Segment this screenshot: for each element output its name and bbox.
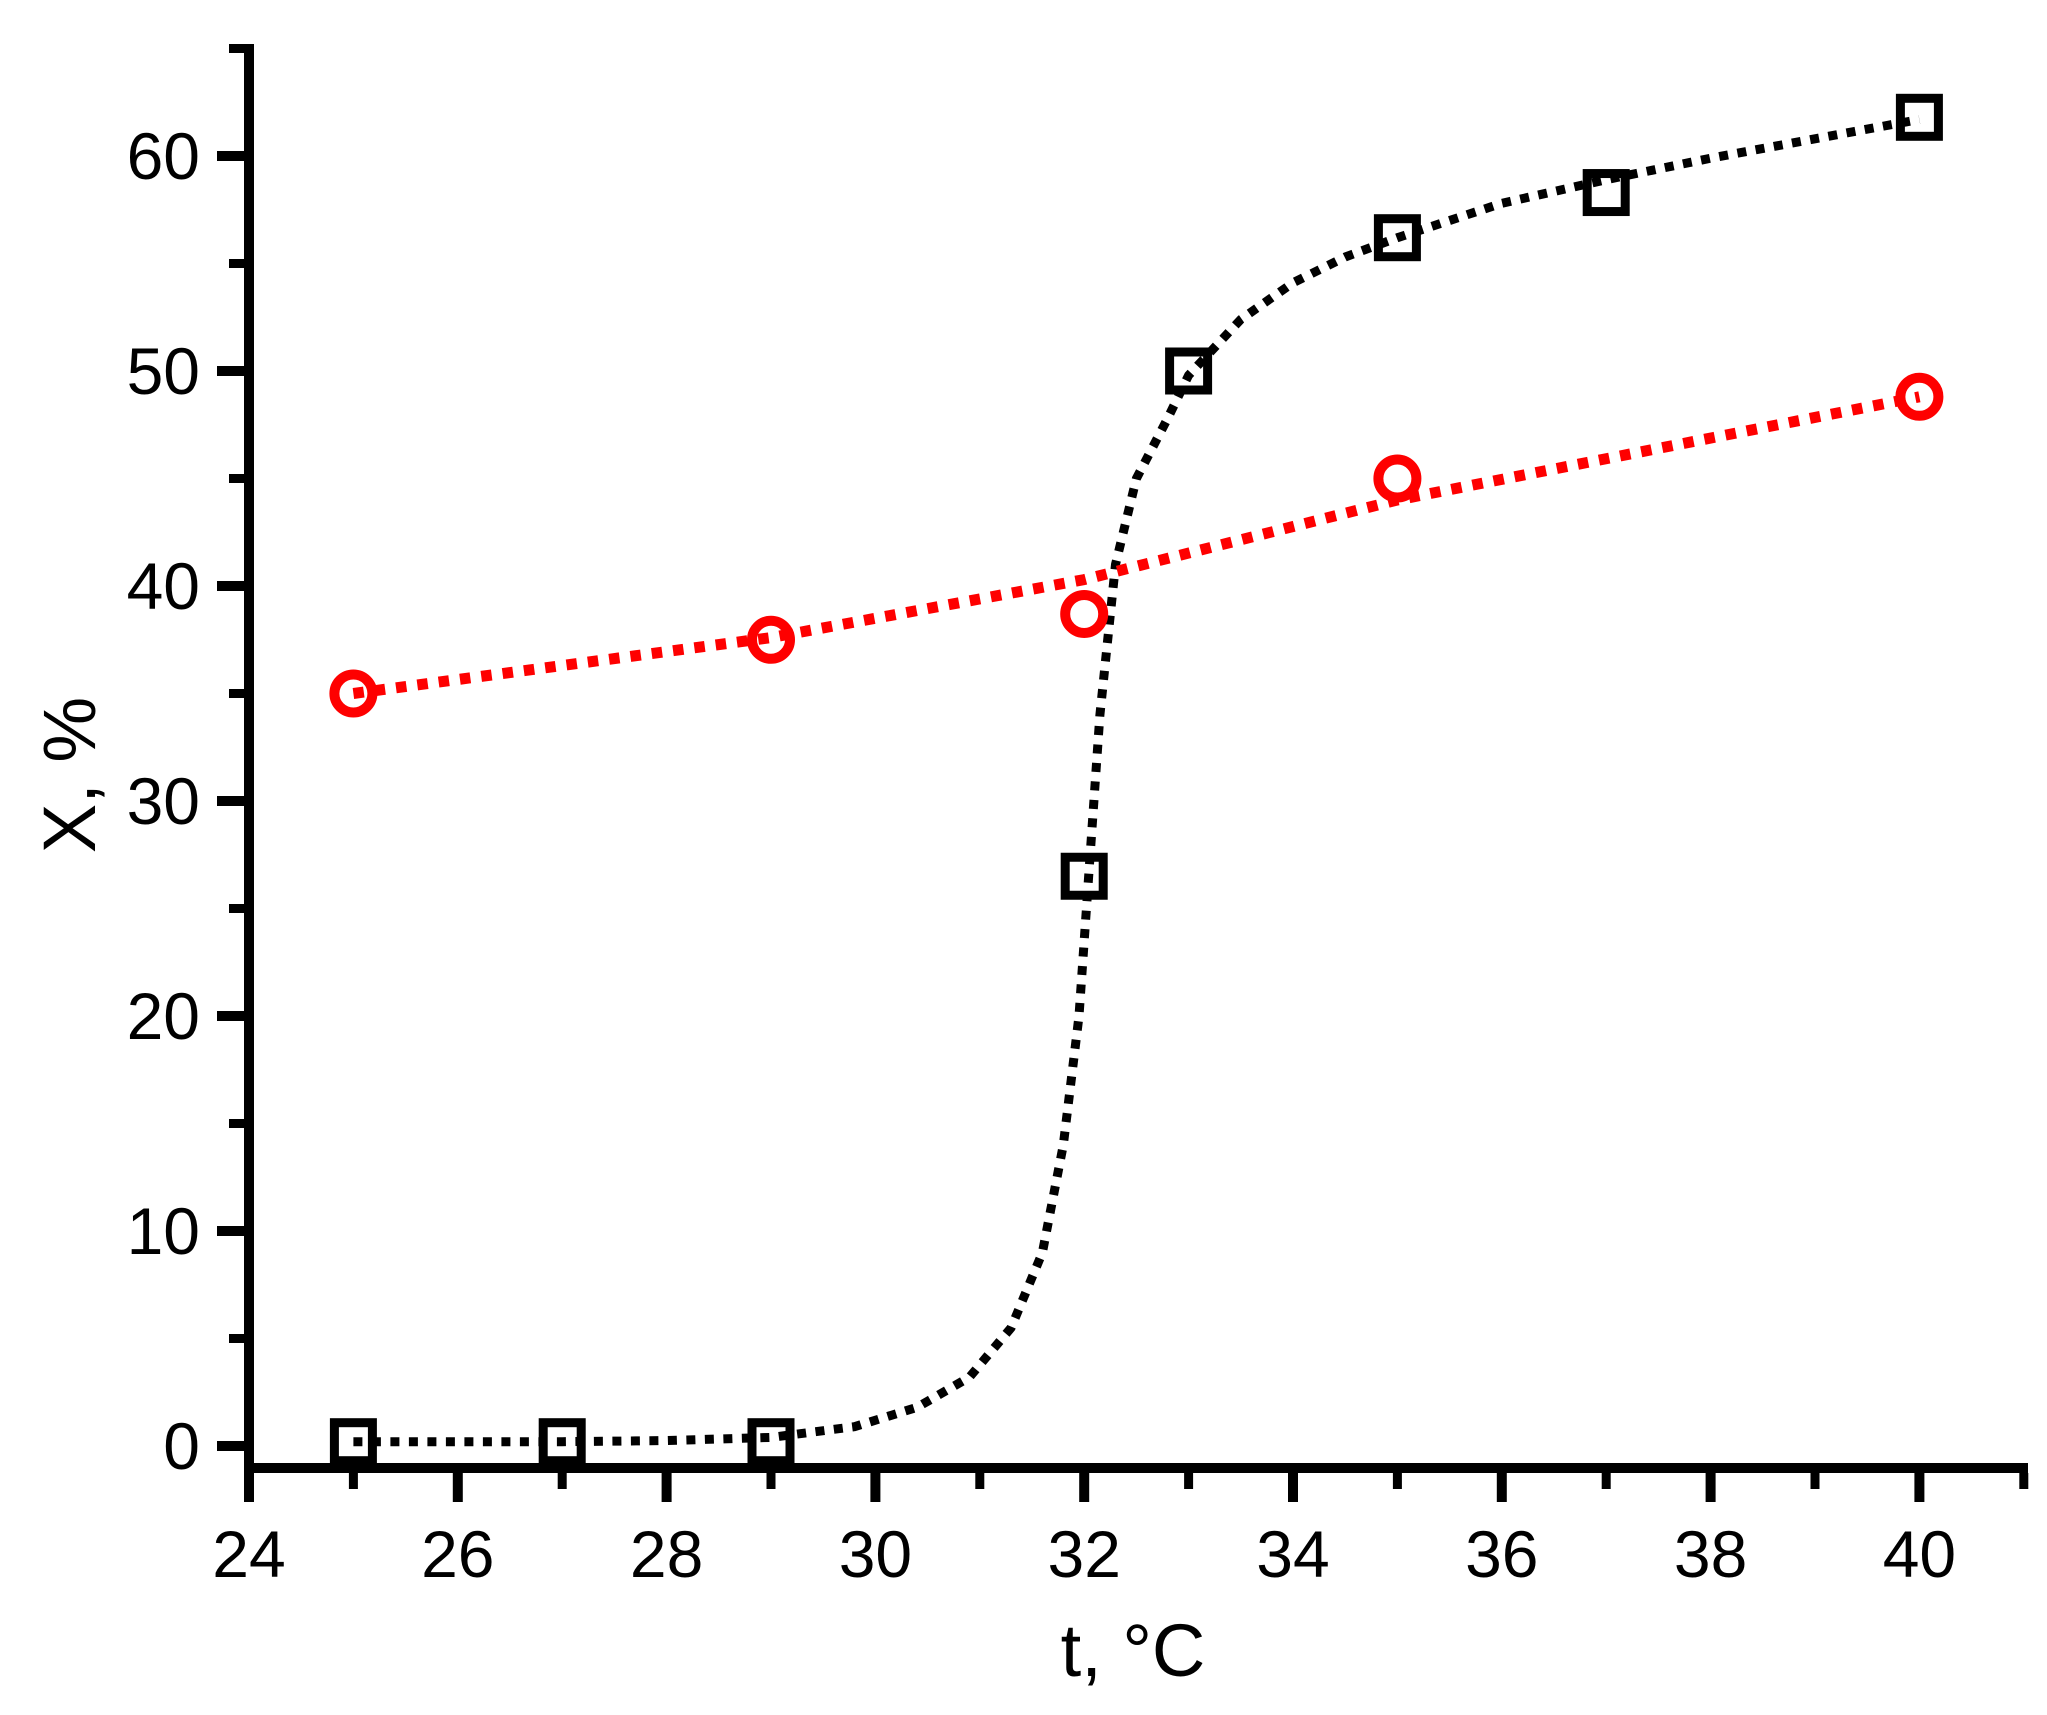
x-tick-label: 24 <box>212 1517 285 1591</box>
y-axis-title: X, % <box>28 697 111 853</box>
x-tick-label: 38 <box>1674 1517 1747 1591</box>
y-tick-label: 30 <box>127 764 200 838</box>
red-circles-linear-fit-curve <box>352 391 1921 699</box>
red-circle-marker <box>1373 454 1422 503</box>
black-square-marker <box>1373 214 1421 262</box>
black-squares-sigmoidal-fit-curve <box>353 115 1921 1447</box>
red-circle-marker <box>329 669 378 718</box>
x-tick-label: 28 <box>630 1517 703 1591</box>
black-square-marker <box>1060 852 1108 900</box>
red-circles-linear-markers <box>329 372 1944 718</box>
red-circle-marker <box>747 615 795 664</box>
black-square-marker <box>1582 169 1630 217</box>
x-axis-title: t, °C <box>1061 1609 1206 1692</box>
x-tick-label: 40 <box>1883 1517 1956 1591</box>
y-tick-label: 50 <box>127 334 200 408</box>
y-tick-label: 20 <box>127 979 200 1053</box>
x-tick-label: 36 <box>1465 1517 1538 1591</box>
black-square-marker <box>1895 93 1943 141</box>
x-tick-label: 30 <box>839 1517 912 1591</box>
black-square-marker <box>538 1418 586 1466</box>
red-circle-marker <box>1060 589 1109 638</box>
black-square-marker <box>747 1418 795 1466</box>
black-squares-sigmoidal-markers <box>329 93 1943 1466</box>
x-tick-label: 26 <box>421 1517 494 1591</box>
tick-labels: 0 10 20 30 40 50 60 24 26 28 30 32 34 36 38 40 <box>127 119 1957 1591</box>
x-tick-label: 32 <box>1047 1517 1120 1591</box>
axes-frame <box>244 44 2028 1473</box>
black-square-marker <box>329 1418 377 1466</box>
y-tick-label: 0 <box>163 1409 200 1483</box>
y-tick-label: 40 <box>127 549 200 623</box>
black-square-marker <box>1165 347 1213 395</box>
y-tick-label: 10 <box>127 1194 200 1268</box>
x-tick-label: 34 <box>1256 1517 1329 1591</box>
axis-ticks <box>217 44 2029 1502</box>
red-circle-marker <box>1895 372 1944 421</box>
y-tick-label: 60 <box>127 119 200 193</box>
